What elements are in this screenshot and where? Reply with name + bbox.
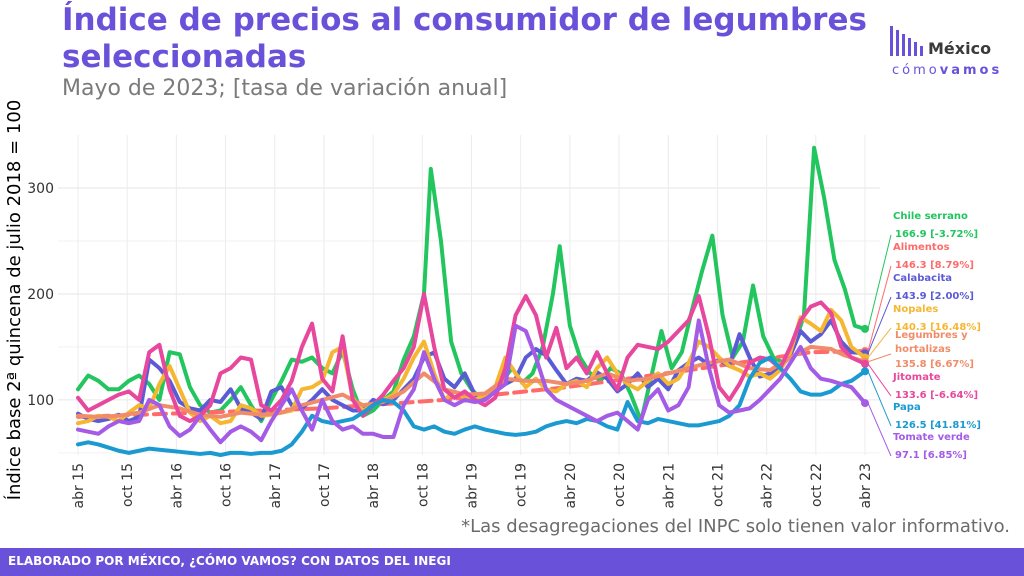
- x-tick-label: abr 21: [661, 463, 677, 509]
- x-tick-label: oct 16: [219, 463, 235, 507]
- series-value-label-calabacita: 143.9 [2.00%]: [895, 291, 974, 302]
- series-label-alimentos: Alimentos: [893, 242, 950, 253]
- svg-text:cómovamos: cómovamos: [892, 63, 1002, 78]
- series-end-point-tomate-verde: [861, 399, 869, 408]
- leader-line-nopales: [867, 327, 892, 358]
- series-value-label-alimentos: 146.3 [8.79%]: [895, 260, 974, 271]
- series-label-legumbres-y-hortalizas-line2: hortalizas: [895, 344, 951, 355]
- footnote: *Las desagregaciones del INPC solo tiene…: [461, 516, 1010, 537]
- series-end-point-jitomate: [861, 359, 869, 368]
- series-label-chile-serrano: Chile serrano: [893, 211, 968, 222]
- leader-line-legumbres-y-hortalizas: [867, 353, 892, 363]
- x-tick-label: abr 20: [563, 463, 579, 509]
- footer-bar: ELABORADO POR MÉXICO, ¿CÓMO VAMOS? CON D…: [0, 548, 1024, 576]
- x-tick-label: abr 23: [858, 463, 874, 509]
- leader-line-chile-serrano: [867, 234, 892, 330]
- series-label-jitomate: Jitomate: [892, 372, 941, 383]
- x-tick-label: abr 16: [169, 463, 185, 509]
- bars-logo-icon: [890, 26, 923, 56]
- leader-line-alimentos: [867, 265, 892, 352]
- y-tick-label: 200: [27, 287, 54, 303]
- y-axis-label: Índice base 2ª quincena de julio 2018 = …: [3, 100, 25, 501]
- series-value-label-nopales: 140.3 [16.48%]: [895, 322, 981, 333]
- leader-line-tomate-verde: [867, 402, 892, 457]
- series-label-calabacita: Calabacita: [893, 273, 952, 284]
- y-tick-label: 100: [27, 393, 54, 409]
- series-value-label-tomate-verde: 97.1 [6.85%]: [895, 450, 967, 461]
- x-tick-label: abr 15: [71, 463, 87, 509]
- x-tick-label: oct 22: [809, 463, 825, 507]
- mexico-como-vamos-logo: México cómovamos: [890, 26, 1002, 78]
- chart-title: Índice de precios al consumidor de legum…: [62, 2, 867, 75]
- series-line-jitomate: [76, 291, 867, 424]
- leader-line-papa: [867, 371, 892, 427]
- line-chart: Chile serrano 166.9 [-3.72%] Alimentos 146.…: [3, 100, 981, 509]
- x-tick-label: abr 19: [465, 463, 481, 509]
- x-tick-label: abr 22: [760, 463, 776, 509]
- y-tick-label: 300: [27, 181, 54, 197]
- x-tick-label: oct 17: [317, 463, 333, 507]
- x-tick-label: oct 15: [120, 463, 136, 507]
- series-value-label-legumbres-y-hortalizas: 135.8 [6.67%]: [895, 359, 974, 370]
- series-label-tomate-verde: Tomate verde: [893, 432, 970, 443]
- axes: 100 200 300 abr 15 oct 15 abr 16 oct 16 abr 17 o…: [27, 181, 874, 509]
- series-label-nopales: Nopales: [893, 304, 938, 315]
- series-value-label-chile-serrano: 166.9 [-3.72%]: [895, 229, 978, 240]
- series-label-legumbres-y-hortalizas: Legumbres y: [895, 330, 968, 341]
- x-tick-label: abr 18: [366, 463, 382, 509]
- series-value-label-jitomate: 133.6 [-6.64%]: [895, 390, 978, 401]
- x-tick-label: oct 21: [710, 463, 726, 507]
- series-line-legumbres-y-hortalizas: [76, 344, 867, 419]
- series-value-label-papa: 126.5 [41.81%]: [895, 420, 981, 431]
- x-tick-label: oct 20: [612, 463, 628, 507]
- leader-line-jitomate: [867, 363, 892, 397]
- series-labels: Chile serrano 166.9 [-3.72%] Alimentos 146.…: [867, 211, 981, 461]
- x-tick-label: oct 19: [514, 463, 530, 507]
- logo-line2a: cómo: [892, 63, 940, 78]
- chart-subtitle: Mayo de 2023; [tasa de variación anual]: [62, 76, 508, 101]
- leader-line-calabacita: [867, 296, 892, 354]
- series-end-point-papa: [861, 367, 869, 376]
- series-end-point-chile-serrano: [861, 324, 869, 333]
- series-line-tomate-verde: [76, 318, 867, 445]
- series-lines: [76, 145, 869, 457]
- logo-line2b: vamos: [940, 63, 1002, 78]
- footer-text: ELABORADO POR MÉXICO, ¿CÓMO VAMOS? CON D…: [8, 554, 451, 568]
- logo-line1: México: [928, 39, 991, 58]
- series-label-papa: Papa: [893, 402, 921, 413]
- x-tick-label: oct 18: [415, 463, 431, 507]
- x-tick-label: abr 17: [268, 463, 284, 509]
